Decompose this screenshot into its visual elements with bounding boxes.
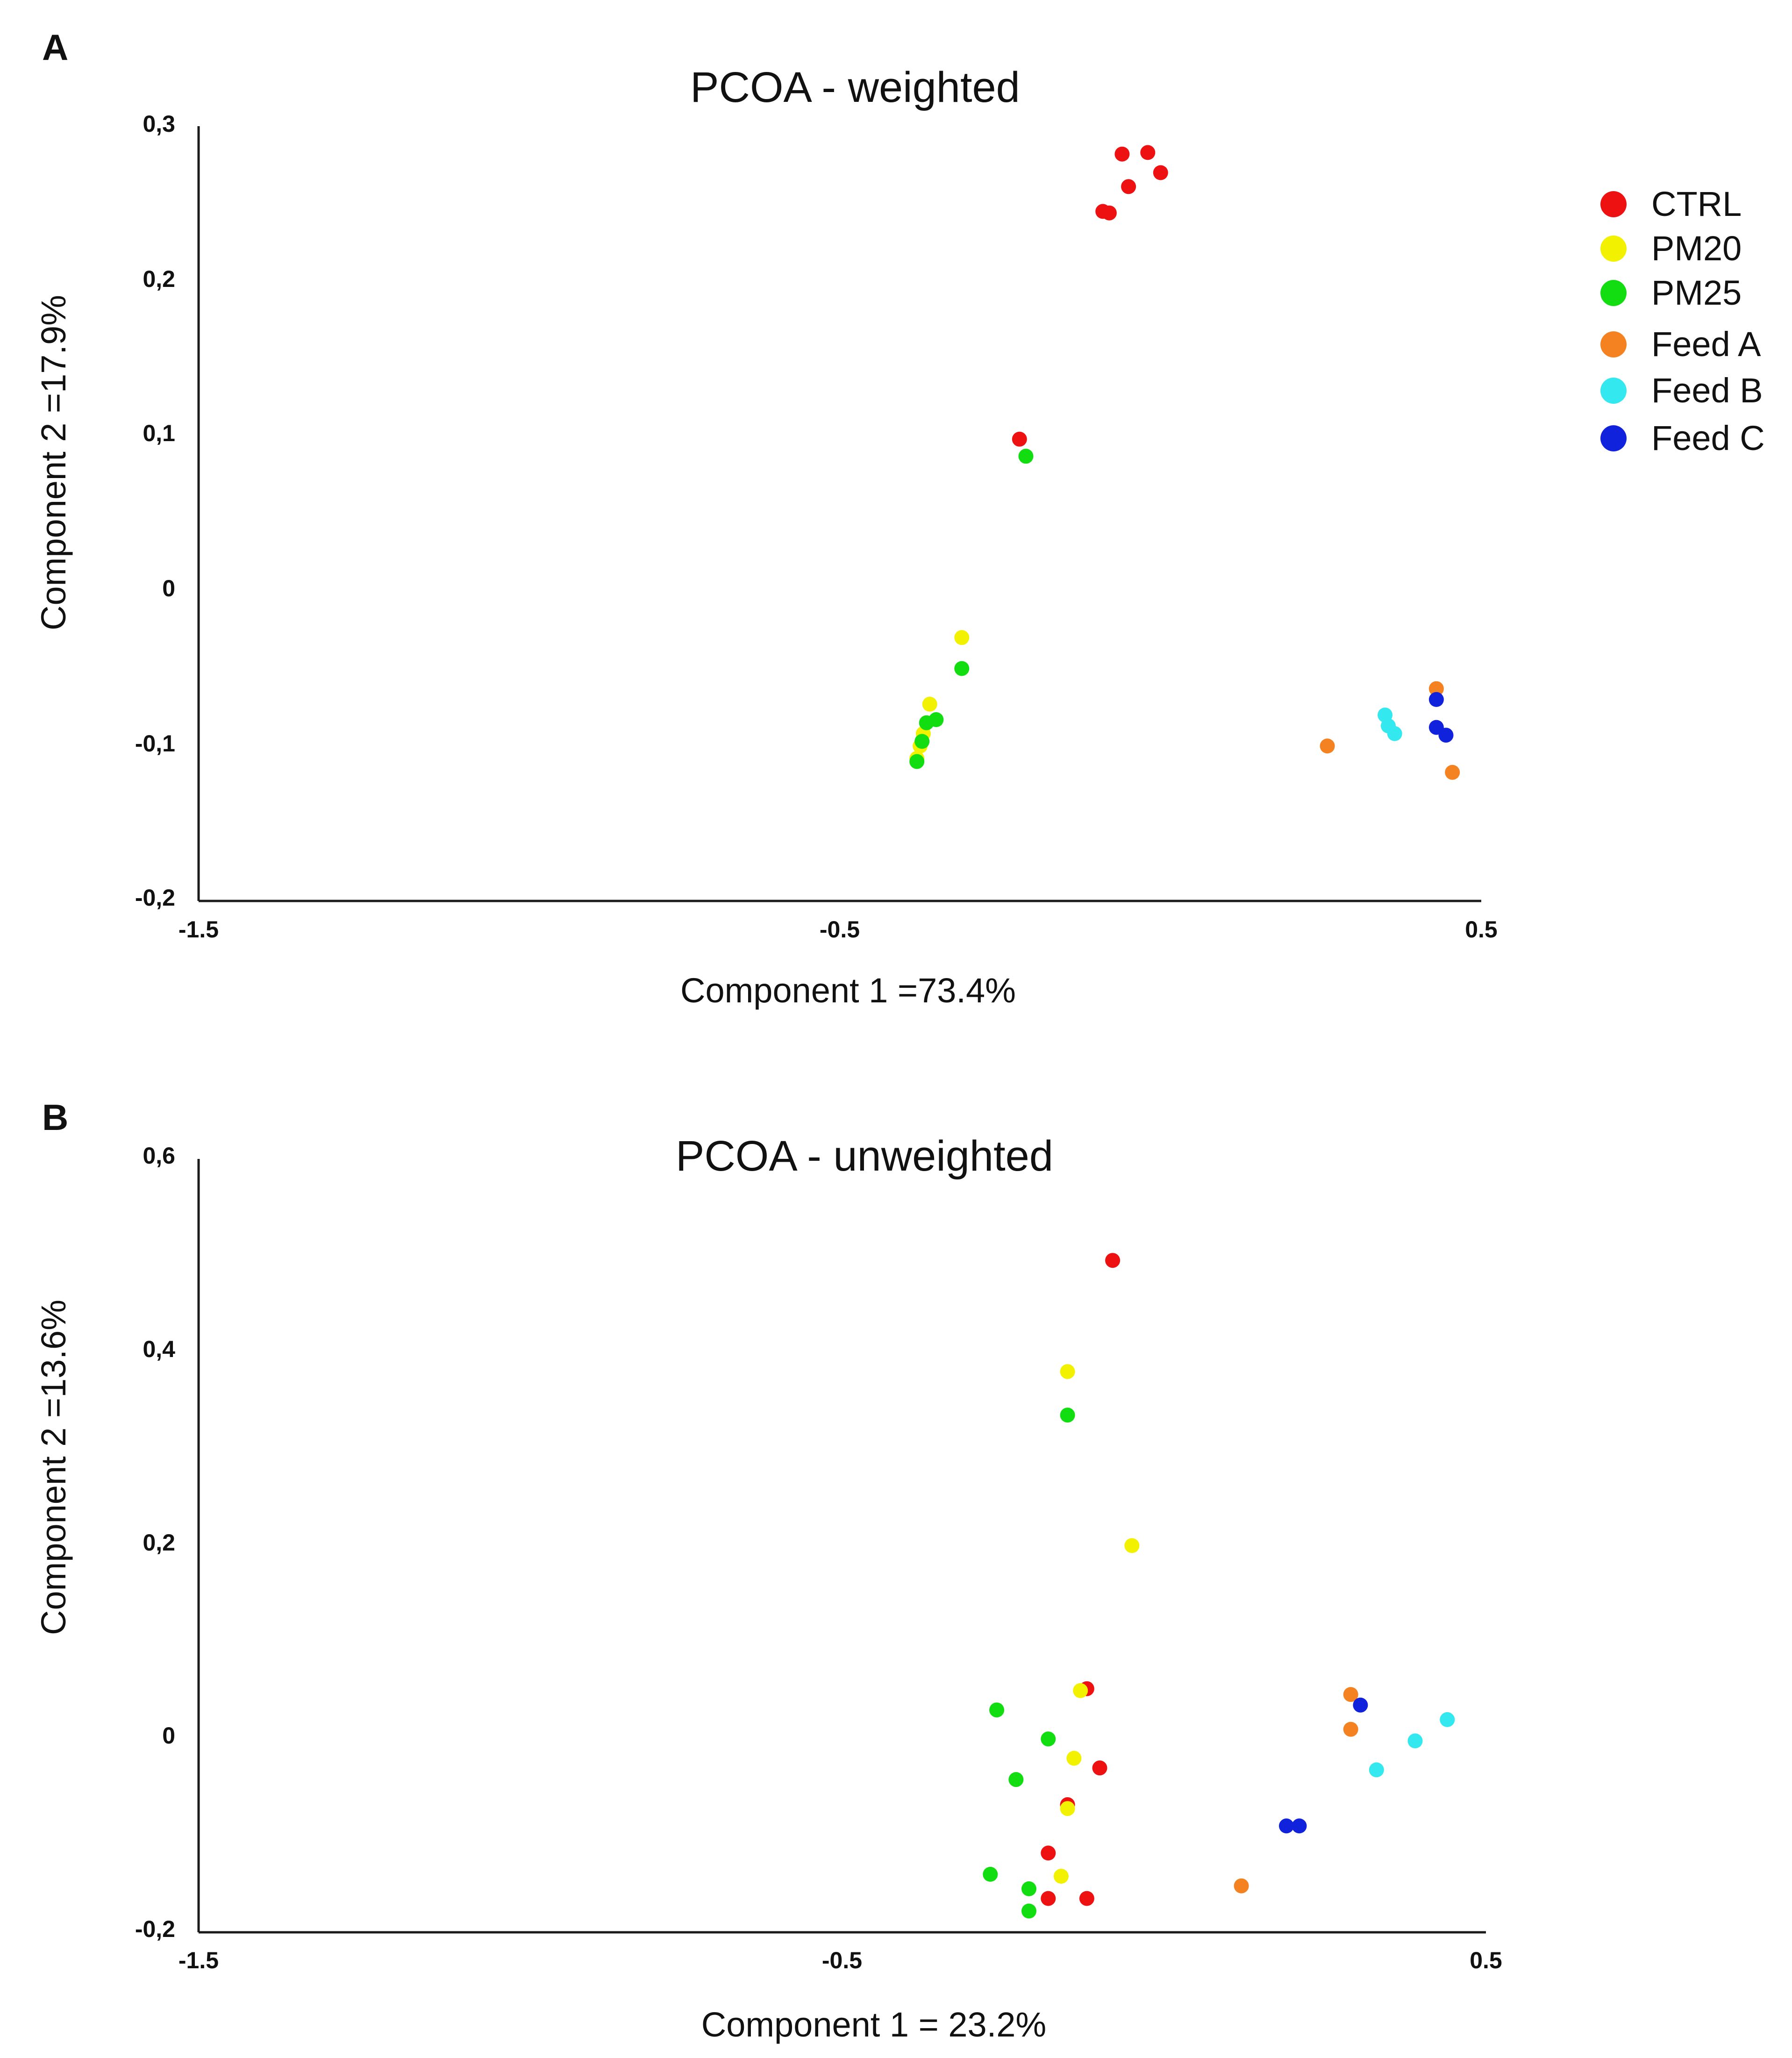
data-point-feed-a: [1428, 681, 1444, 696]
data-point-pm20: [1066, 1751, 1082, 1766]
data-point-pm25: [1021, 1881, 1036, 1896]
data-point-feed-c: [1428, 692, 1444, 707]
legend-item-feed-a: Feed A: [1600, 325, 1761, 364]
data-point-feed-c: [1438, 728, 1454, 743]
data-point-pm20: [954, 630, 970, 645]
data-point-pm25: [983, 1866, 998, 1882]
x-tick-label: -1.5: [178, 916, 219, 943]
legend-item-pm25: PM25: [1600, 273, 1742, 312]
data-point-ctrl: [1041, 1891, 1056, 1906]
y-tick-label: 0,4: [143, 1336, 175, 1362]
y-tick-label: 0,2: [143, 266, 175, 292]
data-point-pm20: [1124, 1538, 1140, 1553]
x-tick-label: -0.5: [820, 916, 860, 943]
data-point-ctrl: [1012, 431, 1027, 447]
y-tick-label: 0: [162, 1722, 175, 1749]
data-point-pm20: [922, 696, 937, 712]
x-axis-label-a: Component 1 =73.4%: [680, 971, 1016, 1010]
legend-item-ctrl: CTRL: [1600, 185, 1742, 223]
y-tick-label: 0,2: [143, 1529, 175, 1556]
legend: CTRL PM20 PM25 Feed A Feed B Feed C: [1600, 185, 1765, 457]
legend-item-pm20: PM20: [1600, 229, 1742, 268]
data-point-pm25: [909, 754, 925, 769]
y-tick-label: -0,2: [135, 1916, 175, 1942]
data-point-feed-a: [1320, 738, 1335, 754]
data-point-pm20: [1073, 1683, 1088, 1698]
data-point-pm25: [989, 1702, 1005, 1718]
legend-label-pm20: PM20: [1651, 229, 1742, 268]
data-point-ctrl: [1121, 179, 1136, 194]
data-point-ctrl: [1079, 1891, 1094, 1906]
x-tick-label: -1.5: [178, 1947, 219, 1973]
panel-a-weighted: A PCOA - weighted 0,3 0,2 0,1 0 -0,1 -0,…: [34, 27, 1765, 1010]
data-point-feed-b: [1440, 1712, 1455, 1727]
legend-label-feed-b: Feed B: [1651, 371, 1763, 410]
data-point-feed-b: [1407, 1733, 1423, 1749]
data-point-feed-c: [1279, 1818, 1294, 1834]
data-point-pm25: [954, 661, 970, 676]
data-point-feed-a: [1445, 765, 1460, 780]
legend-marker-feed-a: [1600, 331, 1627, 357]
y-tick-label: 0,3: [143, 111, 175, 137]
data-point-pm20: [1060, 1364, 1075, 1379]
data-point-feed-a: [1234, 1878, 1249, 1894]
legend-label-feed-a: Feed A: [1651, 325, 1761, 364]
data-point-feed-c: [1353, 1697, 1368, 1713]
data-point-pm20: [1053, 1869, 1069, 1884]
data-point-feed-b: [1387, 726, 1402, 741]
y-axis-label-a: Component 2 =17.9%: [34, 295, 73, 630]
data-point-feed-a: [1343, 1722, 1358, 1737]
legend-label-feed-c: Feed C: [1651, 419, 1765, 457]
y-tick-label: 0,6: [143, 1143, 175, 1169]
data-point-feed-a: [1343, 1687, 1358, 1702]
data-point-ctrl: [1140, 145, 1156, 160]
panel-letter-a: A: [42, 27, 68, 68]
data-point-ctrl: [1041, 1845, 1056, 1861]
data-point-feed-c: [1292, 1818, 1307, 1834]
data-point-ctrl: [1153, 165, 1168, 180]
legend-label-ctrl: CTRL: [1651, 185, 1742, 223]
legend-item-feed-b: Feed B: [1600, 371, 1763, 410]
data-point-ctrl: [1105, 1253, 1121, 1268]
data-point-ctrl: [1101, 205, 1117, 221]
data-point-feed-b: [1369, 1762, 1384, 1778]
points-a: [909, 145, 1460, 780]
x-axis-label-b: Component 1 = 23.2%: [701, 2005, 1046, 2044]
legend-marker-pm25: [1600, 280, 1627, 306]
legend-item-feed-c: Feed C: [1600, 419, 1765, 457]
data-point-pm25: [1008, 1772, 1024, 1787]
data-point-pm25: [1021, 1903, 1036, 1919]
legend-label-pm25: PM25: [1651, 273, 1742, 312]
legend-marker-feed-b: [1600, 378, 1627, 404]
data-point-ctrl: [1114, 146, 1130, 162]
legend-marker-ctrl: [1600, 191, 1627, 217]
data-point-pm25: [919, 715, 934, 730]
chart-title-a: PCOA - weighted: [690, 64, 1020, 111]
y-tick-label: 0: [162, 575, 175, 601]
chart-title-b: PCOA - unweighted: [676, 1132, 1053, 1180]
legend-marker-feed-c: [1600, 425, 1627, 451]
x-tick-label: -0.5: [822, 1947, 862, 1973]
data-point-pm25: [1041, 1731, 1056, 1747]
panel-b-unweighted: B PCOA - unweighted 0,6 0,4 0,2 0 -0,2 -…: [34, 1097, 1502, 2044]
x-tick-label: 0.5: [1470, 1947, 1502, 1973]
y-axis-label-b: Component 2 =13.6%: [34, 1300, 73, 1635]
legend-marker-pm20: [1600, 236, 1627, 262]
data-point-pm25: [1018, 449, 1034, 464]
points-b: [983, 1253, 1455, 1919]
x-tick-label: 0.5: [1465, 916, 1498, 943]
y-tick-label: 0,1: [143, 420, 175, 446]
data-point-pm25: [914, 734, 930, 749]
data-point-ctrl: [1092, 1760, 1107, 1776]
data-point-pm25: [1060, 1408, 1075, 1423]
data-point-pm20: [1060, 1801, 1075, 1816]
panel-letter-b: B: [42, 1097, 68, 1138]
y-tick-label: -0,1: [135, 730, 175, 757]
y-tick-label: -0,2: [135, 885, 175, 911]
